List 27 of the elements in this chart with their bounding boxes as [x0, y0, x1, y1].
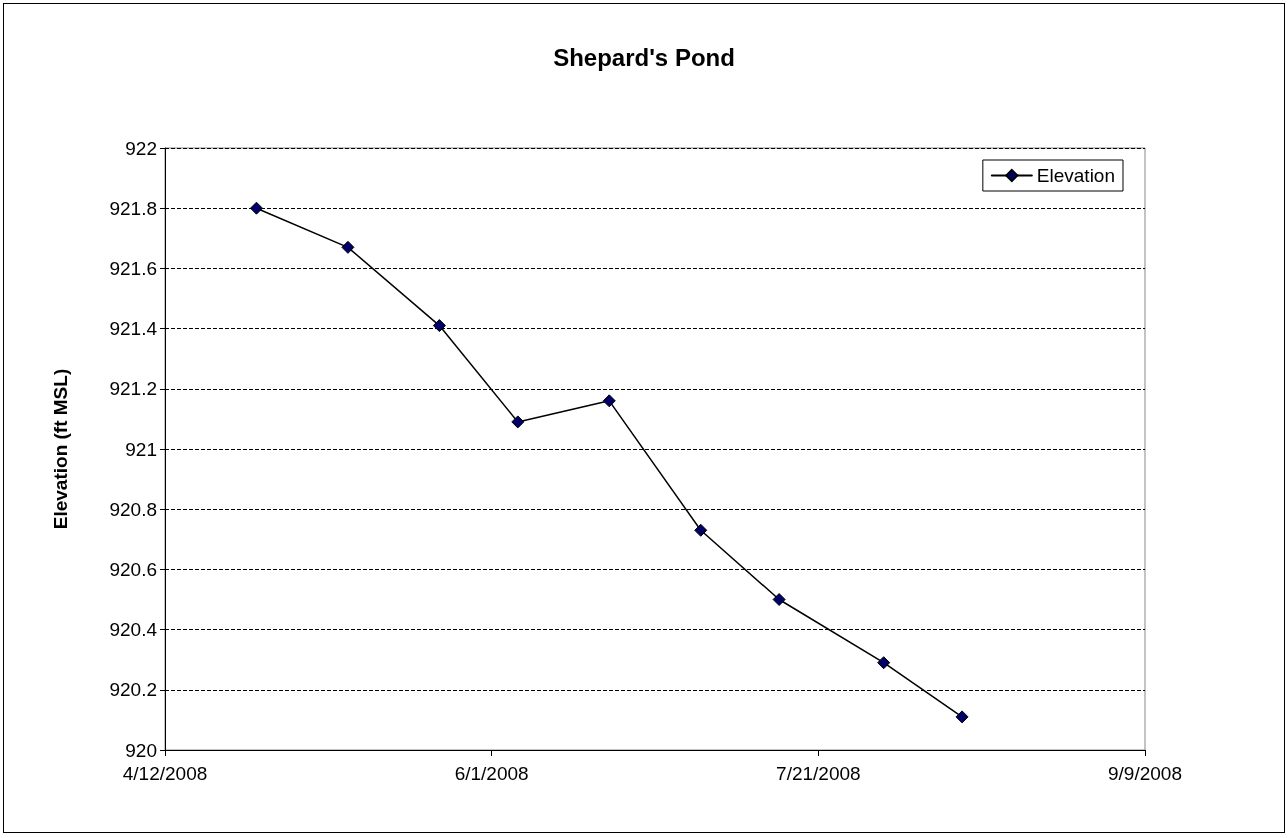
legend-label: Elevation [1036, 165, 1116, 186]
point [772, 593, 786, 606]
x-tick-label: 6/1/2008 [454, 763, 529, 784]
y-axis-title: Elevation (ft MSL) [50, 368, 71, 530]
y-tick-label: 921.2 [109, 378, 157, 400]
y-tick-label: 922 [125, 137, 157, 159]
point [249, 201, 263, 215]
point [955, 710, 969, 724]
point [602, 394, 616, 408]
x-tick-label: 4/12/2008 [122, 763, 208, 784]
y-tick-label: 920.6 [109, 558, 157, 580]
point [511, 415, 525, 429]
y-tick-label: 920.2 [109, 679, 157, 701]
point [432, 319, 446, 333]
y-tick-label: 920.4 [109, 619, 158, 641]
y-tick-label: 921.4 [109, 318, 158, 340]
chart-title: Shepard's Pond [553, 43, 735, 71]
y-tick-label: 921.6 [109, 257, 157, 279]
point [694, 523, 708, 537]
y-tick-label: 921.8 [109, 197, 157, 219]
x-tick-label: 7/21/2008 [776, 763, 861, 784]
x-tick-label: 9/9/2008 [1108, 763, 1182, 784]
y-tick-label: 920.8 [109, 498, 157, 520]
y-tick-label: 920 [125, 739, 157, 761]
point [877, 656, 891, 670]
y-tick-label: 921 [125, 438, 157, 460]
point [341, 240, 355, 254]
